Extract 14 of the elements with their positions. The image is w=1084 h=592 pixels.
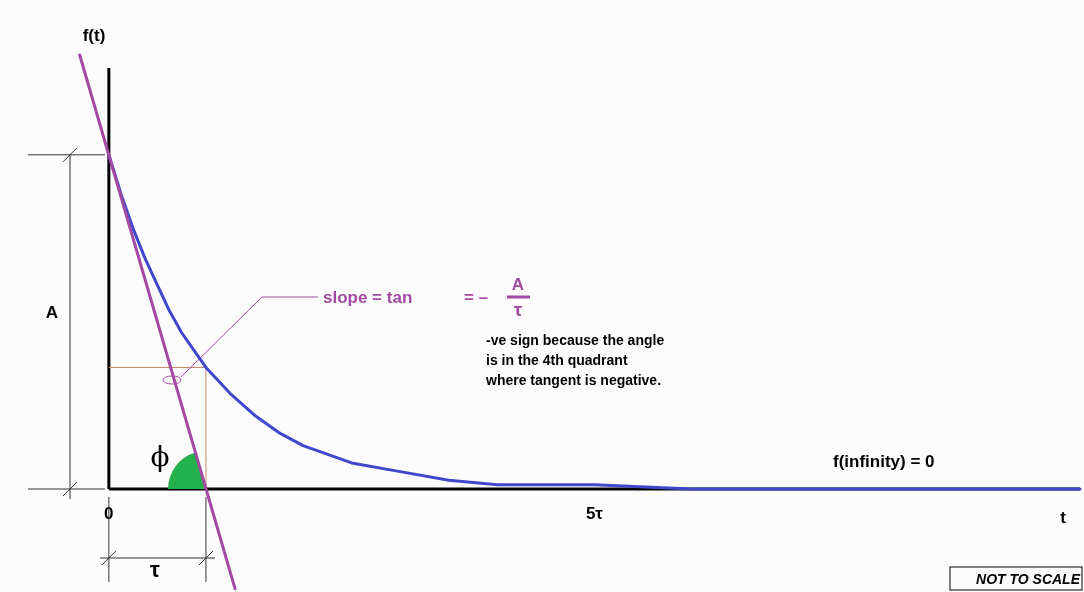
annotation: = – (464, 288, 489, 307)
annotation: NOT TO SCALE (976, 571, 1081, 587)
annotation: -ve sign because the angle is in the 4th quadrant where tangent is negative. (485, 332, 665, 388)
annotation: f(infinity) = 0 (833, 452, 935, 471)
x-axis-title: t (1060, 508, 1067, 527)
annotation: slope = tan (323, 288, 413, 307)
y-axis-title: f(t) (82, 26, 106, 45)
annotation: τ (150, 557, 161, 582)
annotation: τ (513, 299, 523, 320)
x-tick-label: 5τ (585, 504, 604, 523)
x-tick-label: 0 (104, 504, 114, 523)
annotation: ϕ (150, 440, 170, 473)
annotation: A (511, 275, 525, 294)
text: A (45, 303, 59, 322)
